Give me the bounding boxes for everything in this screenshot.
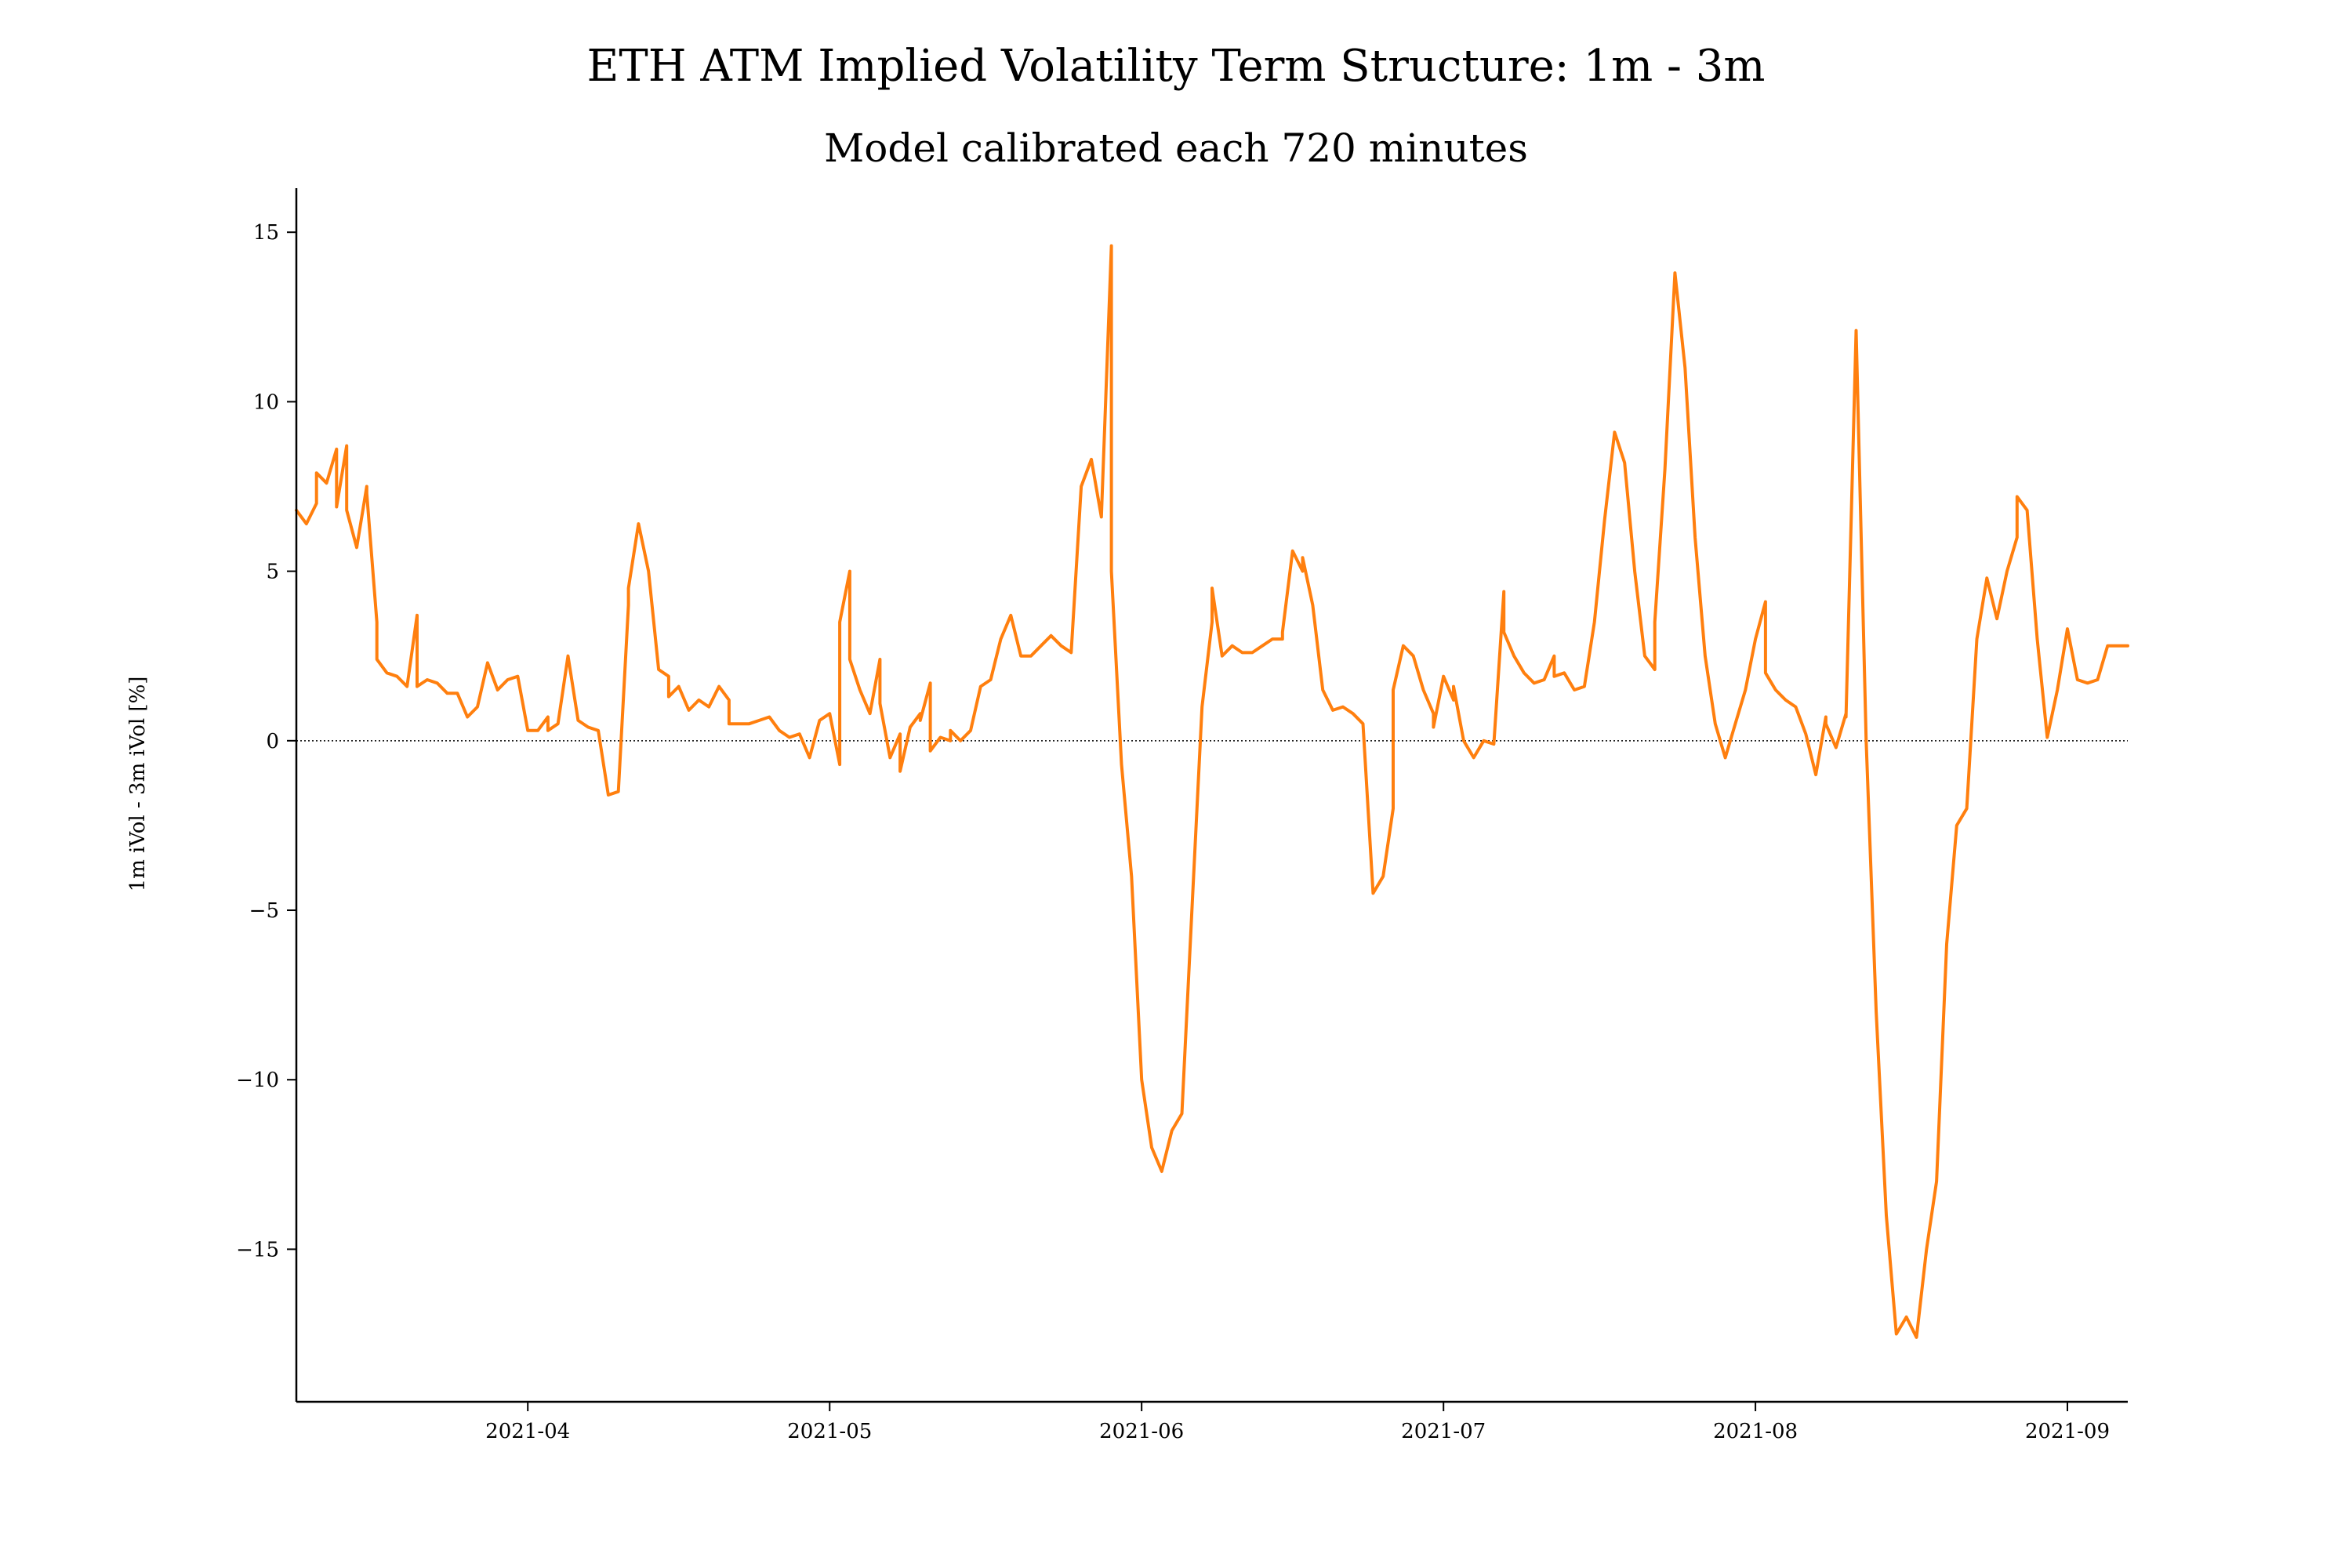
y-tick-label: 10	[253, 390, 279, 414]
y-tick-label: −15	[236, 1238, 279, 1261]
series-line	[295, 244, 2129, 1339]
x-tick-label: 2021-07	[1401, 1420, 1486, 1443]
x-tick-label: 2021-04	[485, 1420, 570, 1443]
chart-subtitle: Model calibrated each 720 minutes	[824, 125, 1528, 171]
x-tick-label: 2021-09	[2025, 1420, 2110, 1443]
x-tick-label: 2021-08	[1713, 1420, 1798, 1443]
x-tick-label: 2021-06	[1099, 1420, 1184, 1443]
y-tick-label: −10	[236, 1069, 279, 1092]
y-tick-label: 0	[266, 730, 279, 753]
y-tick-label: −5	[249, 899, 279, 923]
x-ticks: 2021-04 2021-05 2021-06 2021-07 2021-08 2021-…	[485, 1402, 2110, 1443]
y-ticks: 15 10 5 0 −5 −10 −15	[236, 221, 296, 1261]
chart-title: ETH ATM Implied Volatility Term Structur…	[586, 41, 1766, 92]
series-layer	[295, 244, 2129, 1339]
y-tick-label: 5	[266, 561, 279, 584]
x-tick-label: 2021-05	[787, 1420, 872, 1443]
y-axis-label: 1m iVol - 3m iVol [%]	[126, 677, 150, 892]
y-tick-label: 15	[253, 221, 279, 245]
